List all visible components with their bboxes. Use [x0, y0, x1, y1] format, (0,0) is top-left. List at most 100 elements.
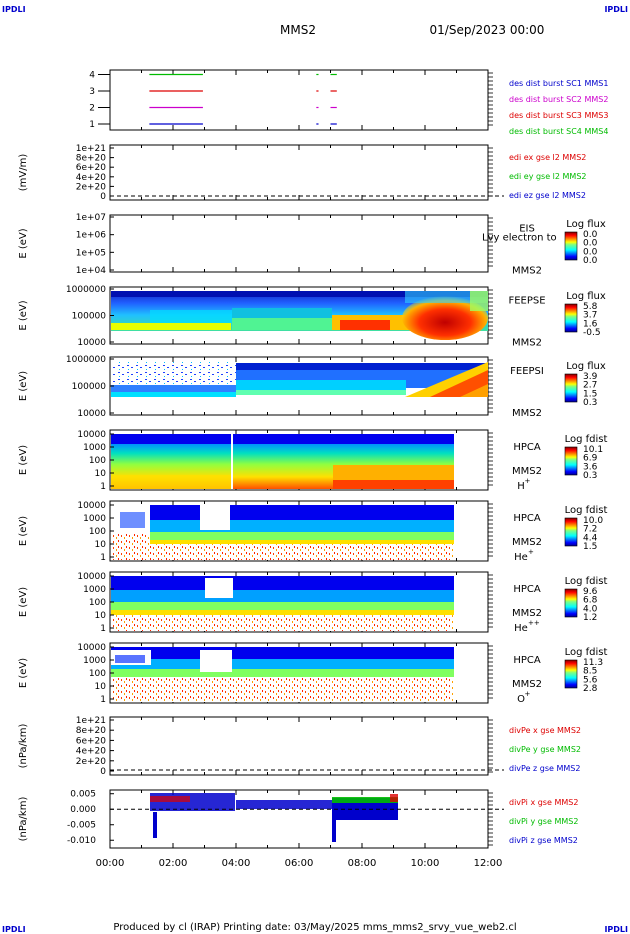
corner-label-bottom-left: IPDLI [2, 925, 26, 934]
colorbar-tick-label: 3.7 [583, 311, 597, 321]
y-axis-label: (nPa/km) [18, 724, 29, 769]
colorbar-title: Log flux [566, 219, 606, 230]
y-tick-label: 1000 [83, 585, 106, 595]
divpi-legend-entry: divPi z gse MMS2 [509, 836, 578, 845]
colorbar-tick-label: 0.0 [583, 230, 598, 240]
instrument-label: EIS [519, 224, 535, 235]
y-tick-label: 6e+20 [76, 163, 107, 173]
corner-label-top-right: IPDLI [604, 5, 628, 14]
y-tick-label: -0.010 [67, 836, 96, 846]
panel-frames [109, 69, 493, 849]
colorbar-tick-label: 1.5 [583, 389, 597, 399]
y-tick-label: 2e+20 [76, 182, 107, 192]
colorbar-tick-label: 0.0 [583, 256, 598, 266]
spacecraft-label: MMS2 [512, 338, 542, 349]
time-tick-label: 04:00 [222, 858, 251, 869]
y-tick-label: 100 [89, 669, 106, 679]
time-tick-label: 10:00 [411, 858, 440, 869]
y-tick-label: 10000 [77, 430, 106, 440]
time-tick-label: 00:00 [96, 858, 125, 869]
y-tick-label: -0.005 [67, 821, 96, 831]
colorbar [564, 659, 578, 689]
colorbar-tick-label: 0.0 [583, 239, 598, 249]
divpe-legend-entry: divPe x gse MMS2 [509, 726, 581, 735]
y-tick-label: 10000 [77, 572, 106, 582]
instrument-label: HPCA [513, 584, 541, 595]
species-charge: + [528, 548, 534, 556]
spacecraft-label: MMS2 [512, 466, 542, 477]
y-tick-label: 8e+20 [76, 726, 107, 736]
y-tick-label: 1000 [83, 443, 106, 453]
hpca-o-spectrogram [111, 647, 454, 702]
colorbar-tick-label: 2.7 [583, 381, 597, 391]
colorbar [564, 373, 578, 403]
y-axis-label: E (eV) [18, 371, 29, 401]
colorbar-title: Log flux [566, 291, 606, 302]
y-tick-label: 1e+05 [76, 248, 106, 258]
y-tick-label: 10000 [77, 643, 106, 653]
hpca-hepp-spectrogram [111, 576, 454, 631]
colorbar-tick-label: 6.8 [583, 596, 598, 606]
y-tick-label: 1000 [83, 656, 106, 666]
feepsi-spectrogram [111, 362, 488, 397]
y-axis-label: (nPa/km) [18, 797, 29, 842]
y-tick-label: 2 [89, 104, 95, 114]
spacecraft-label: MMS2 [512, 679, 542, 690]
y-axis-label: E (eV) [18, 228, 29, 258]
y-tick-label: 0.005 [70, 790, 96, 800]
instrument-label: FEEPSI [510, 366, 544, 377]
colorbar-tick-label: 10.0 [583, 516, 603, 526]
y-tick-label: 10 [95, 469, 107, 479]
burst-legend-entry: des dist burst SC2 MMS2 [509, 95, 608, 104]
datetime-title: 01/Sep/2023 00:00 [430, 23, 545, 37]
colorbar [564, 588, 578, 618]
y-tick-label: 10 [95, 682, 107, 692]
feepse-spectrogram [111, 291, 488, 340]
instrument-label: HPCA [513, 655, 541, 666]
instrument-label: HPCA [513, 513, 541, 524]
species-charge: + [525, 477, 531, 485]
y-tick-label: 1e+21 [76, 716, 106, 726]
colorbar-title: Log fdist [565, 434, 608, 445]
colorbar-tick-label: 11.3 [583, 658, 603, 668]
y-tick-label: 1000000 [66, 285, 106, 295]
y-tick-label: 1e+07 [76, 213, 106, 223]
panel-frame-burst [109, 69, 489, 131]
edi-legend-entry: edi ex gse l2 MMS2 [509, 153, 586, 162]
y-tick-label: 100000 [72, 312, 107, 322]
y-tick-label: 100000 [72, 382, 107, 392]
y-tick-label: 4 [89, 71, 95, 81]
species-label: He [514, 552, 528, 563]
divpe-legend-entry: divPe y gse MMS2 [509, 745, 581, 754]
y-tick-label: 1 [100, 695, 106, 705]
colorbar-tick-label: 2.8 [583, 684, 598, 694]
edi-legend-entry: edi ey gse l2 MMS2 [509, 172, 587, 181]
spacecraft-label: MMS2 [512, 266, 542, 277]
y-tick-label: 1000 [83, 514, 106, 524]
y-tick-label: 1 [89, 120, 95, 130]
hpca-he-spectrogram [111, 505, 454, 560]
hpca-h-spectrogram [111, 434, 454, 489]
corner-label-bottom-right: IPDLI [604, 925, 628, 934]
y-tick-label: 2e+20 [76, 757, 107, 767]
y-tick-label: 1 [100, 482, 106, 492]
y-tick-label: 10000 [77, 338, 106, 348]
colorbar-tick-label: -0.5 [583, 328, 601, 338]
y-axis-label: E (eV) [18, 587, 29, 617]
burst-legend-entry: des dist burst SC1 MMS1 [509, 79, 608, 88]
y-tick-label: 3 [89, 87, 95, 97]
footer-credit: Produced by cl (IRAP) Printing date: 03/… [113, 922, 516, 933]
colorbar-tick-label: 3.6 [583, 462, 598, 472]
panel-frame-divpe [109, 716, 489, 776]
burst-legend-entry: des dist burst SC4 MMS4 [509, 127, 608, 136]
colorbar-tick-label: 0.3 [583, 471, 597, 481]
edi-legend-entry: edi ez gse l2 MMS2 [509, 191, 586, 200]
y-tick-label: 6e+20 [76, 736, 107, 746]
instrument-label: FEEPSE [508, 296, 545, 307]
colorbar-title: Log fdist [565, 505, 608, 516]
divpi-legend-entry: divPi x gse MMS2 [509, 798, 578, 807]
colorbar-tick-label: 4.0 [583, 604, 598, 614]
colorbar [564, 303, 578, 333]
y-tick-label: 1000000 [66, 355, 106, 365]
y-tick-label: 100 [89, 456, 106, 466]
